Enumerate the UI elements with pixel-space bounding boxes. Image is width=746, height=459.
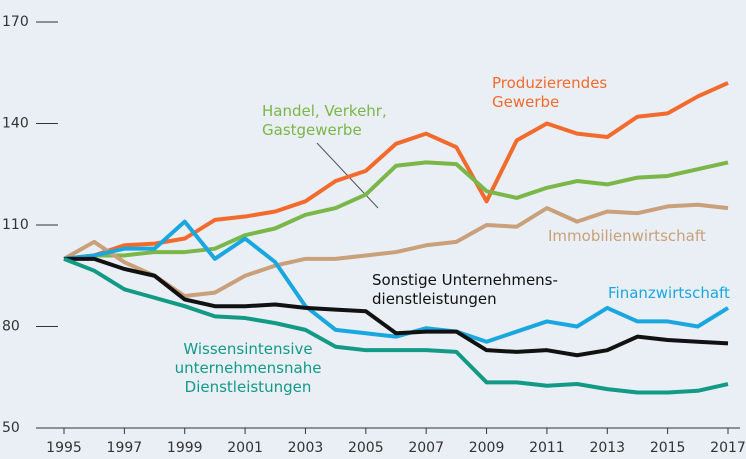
x-tick-label: 2003 <box>288 440 324 456</box>
series-label: Immobilienwirtschaft <box>548 227 706 245</box>
series-label: Finanzwirtschaft <box>608 284 730 302</box>
x-tick-label: 1995 <box>46 440 82 456</box>
x-tick-label: 2007 <box>408 440 444 456</box>
series-line <box>63 219 730 344</box>
series-line <box>63 160 729 261</box>
x-tick-label: 2015 <box>650 440 686 456</box>
series-label: Sonstige Unternehmens­dienstleistungen <box>372 271 558 308</box>
y-tick-label: 140 <box>2 116 29 132</box>
y-tick-label: 170 <box>2 14 29 30</box>
x-tick-label: 2009 <box>469 440 505 456</box>
y-tick-label: 50 <box>2 420 20 436</box>
y-tick-label: 110 <box>2 217 29 233</box>
series-line <box>63 81 729 261</box>
x-tick-label: 2017 <box>710 440 746 456</box>
x-tick-label: 2001 <box>227 440 263 456</box>
series-label: Handel, Verkehr, Gastgewerbe <box>262 102 387 139</box>
x-tick-label: 2011 <box>529 440 565 456</box>
x-tick-label: 2013 <box>589 440 625 456</box>
series-label: Produzierendes Gewerbe <box>492 74 608 111</box>
series-line <box>64 256 729 358</box>
x-tick-label: 1999 <box>167 440 203 456</box>
y-tick-label: 80 <box>2 319 20 335</box>
x-tick-label: 1997 <box>107 440 143 456</box>
x-tick-label: 2005 <box>348 440 384 456</box>
series-line <box>63 256 729 395</box>
series-label: Wissensintensive unternehmensnahe Dienst… <box>174 340 322 396</box>
